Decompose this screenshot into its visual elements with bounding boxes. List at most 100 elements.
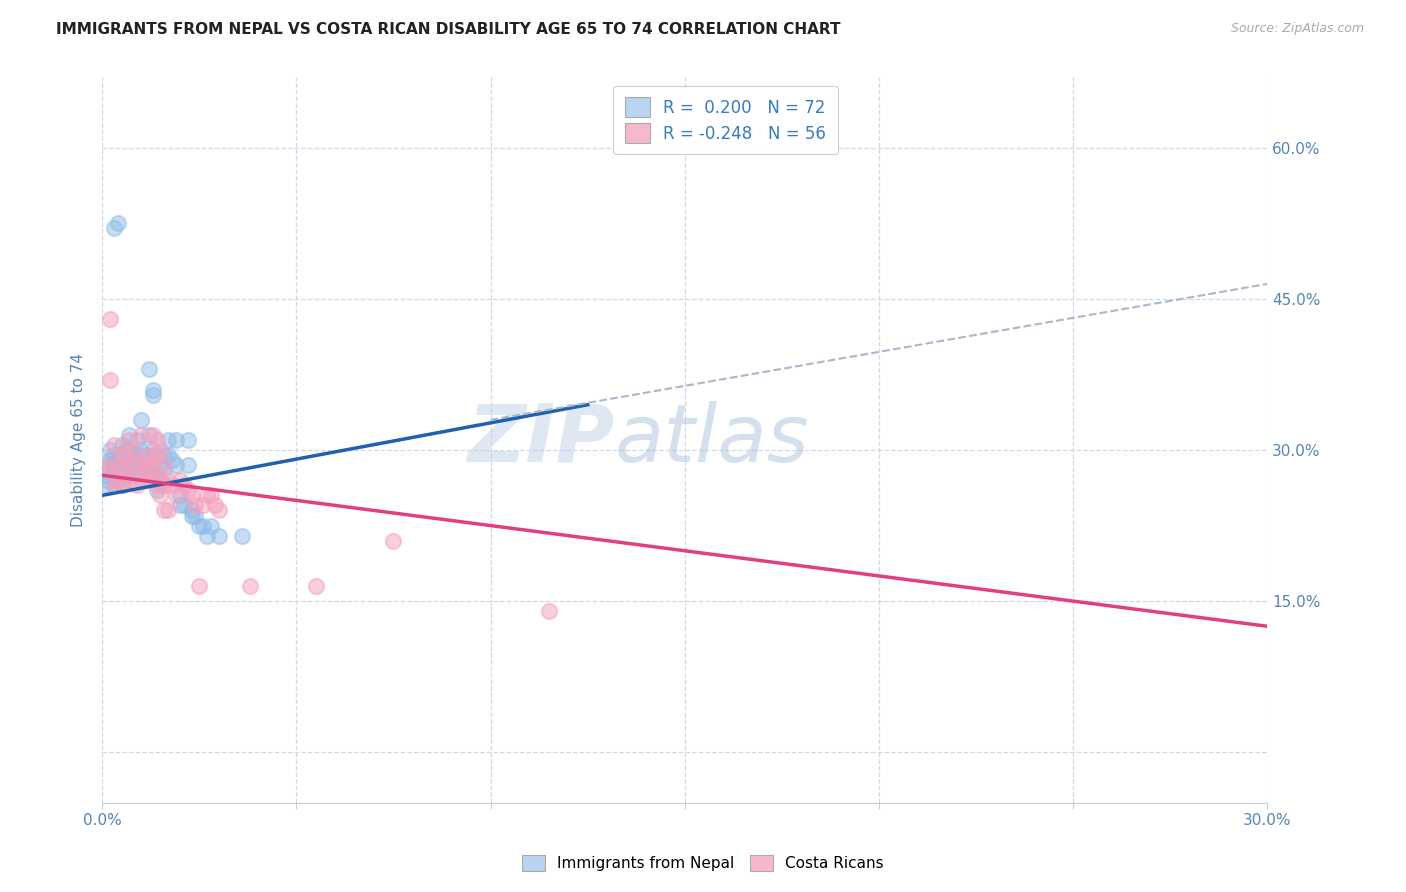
Point xyxy=(188,518,211,533)
Point xyxy=(200,518,222,533)
Point xyxy=(138,428,160,442)
Point xyxy=(111,478,134,492)
Point xyxy=(138,458,160,472)
Point xyxy=(239,579,262,593)
Point xyxy=(98,458,121,472)
Point xyxy=(149,488,172,502)
Point xyxy=(98,443,121,458)
Point xyxy=(118,428,141,442)
Point xyxy=(134,473,156,487)
Point xyxy=(305,579,328,593)
Point xyxy=(176,458,198,472)
Point xyxy=(127,458,149,472)
Point xyxy=(129,443,152,458)
Point xyxy=(184,508,207,523)
Point xyxy=(129,458,152,472)
Point xyxy=(208,503,231,517)
Point xyxy=(145,448,167,462)
Point xyxy=(129,428,152,442)
Point xyxy=(138,362,160,376)
Point xyxy=(169,488,191,502)
Point xyxy=(134,463,156,477)
Point xyxy=(127,433,149,447)
Point xyxy=(173,478,195,492)
Point xyxy=(118,433,141,447)
Point xyxy=(165,488,187,502)
Point xyxy=(193,518,215,533)
Point xyxy=(153,503,176,517)
Point xyxy=(142,468,165,483)
Point xyxy=(176,483,198,498)
Point xyxy=(142,473,165,487)
Point xyxy=(153,448,176,462)
Point xyxy=(107,463,129,477)
Point xyxy=(94,468,117,483)
Point xyxy=(122,458,145,472)
Point xyxy=(103,463,125,477)
Point xyxy=(111,463,134,477)
Point xyxy=(107,458,129,472)
Point xyxy=(180,503,202,517)
Point xyxy=(129,413,152,427)
Point xyxy=(142,428,165,442)
Point xyxy=(145,483,167,498)
Point xyxy=(149,473,172,487)
Point xyxy=(134,453,156,467)
Point xyxy=(142,458,165,472)
Y-axis label: Disability Age 65 to 74: Disability Age 65 to 74 xyxy=(72,353,86,527)
Point xyxy=(169,473,191,487)
Point xyxy=(103,448,125,462)
Point xyxy=(103,478,125,492)
Point xyxy=(118,473,141,487)
Point xyxy=(103,221,125,235)
Point xyxy=(149,473,172,487)
Point xyxy=(114,443,136,458)
Point xyxy=(118,458,141,472)
Point xyxy=(107,217,129,231)
Point xyxy=(184,499,207,513)
Point xyxy=(169,499,191,513)
Point xyxy=(127,478,149,492)
Point xyxy=(129,473,152,487)
Point xyxy=(98,453,121,467)
Point xyxy=(127,448,149,462)
Point xyxy=(231,529,253,543)
Point xyxy=(149,458,172,472)
Text: ZIP: ZIP xyxy=(467,401,614,479)
Point xyxy=(122,458,145,472)
Point xyxy=(111,448,134,462)
Point xyxy=(138,448,160,462)
Point xyxy=(193,499,215,513)
Point xyxy=(111,448,134,462)
Point xyxy=(114,468,136,483)
Point xyxy=(195,529,218,543)
Point xyxy=(111,448,134,462)
Point xyxy=(142,383,165,397)
Point xyxy=(153,478,176,492)
Point xyxy=(180,508,202,523)
Point xyxy=(142,387,165,401)
Point xyxy=(107,473,129,487)
Point xyxy=(111,468,134,483)
Point xyxy=(160,453,183,467)
Point xyxy=(149,443,172,458)
Point xyxy=(111,438,134,452)
Point xyxy=(138,463,160,477)
Point xyxy=(94,458,117,472)
Point xyxy=(98,373,121,387)
Point xyxy=(200,488,222,502)
Point xyxy=(195,488,218,502)
Point xyxy=(173,499,195,513)
Point xyxy=(157,503,180,517)
Point xyxy=(107,453,129,467)
Point xyxy=(107,473,129,487)
Point xyxy=(176,433,198,447)
Point xyxy=(145,478,167,492)
Point xyxy=(188,579,211,593)
Point xyxy=(145,433,167,447)
Point xyxy=(153,458,176,472)
Point xyxy=(157,448,180,462)
Point xyxy=(122,443,145,458)
Point xyxy=(208,529,231,543)
Point xyxy=(165,458,187,472)
